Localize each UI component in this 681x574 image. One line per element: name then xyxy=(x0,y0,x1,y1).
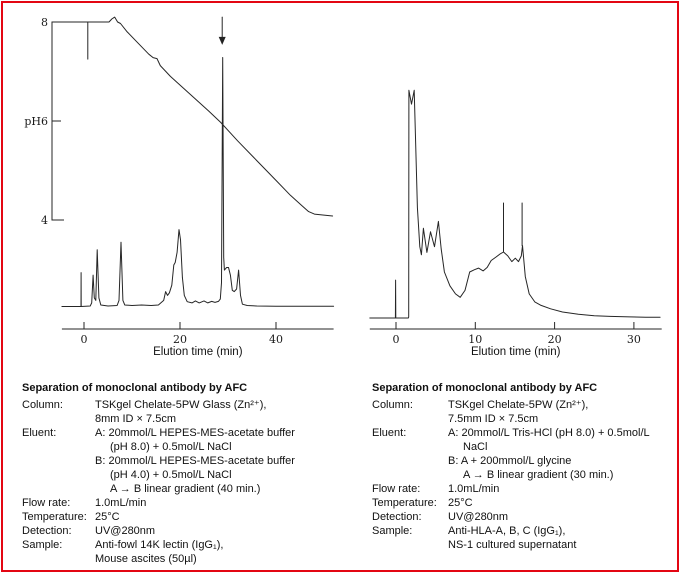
condition-label: Detection: xyxy=(22,525,72,537)
condition-label: Temperature: xyxy=(22,511,87,523)
ph-gradient-trace xyxy=(61,16,334,217)
condition-label: Temperature: xyxy=(372,497,437,509)
condition-value-line: UV@280nm xyxy=(95,525,156,537)
peak-arrow-head xyxy=(218,36,226,45)
condition-value-line: (pH 8.0) + 0.5mol/L NaCl xyxy=(110,441,232,453)
condition-value: TSKgel Chelate-5PW (Zn²⁺), 7.5mm ID × 7.5… xyxy=(448,398,678,426)
condition-label: Detection: xyxy=(372,511,422,523)
condition-label: Flow rate: xyxy=(22,497,71,509)
condition-value: A: 20mmol/L HEPES-MES-acetate buffer (pH … xyxy=(95,426,367,496)
x-tick-label: 40 xyxy=(269,333,283,346)
condition-value-line: 7.5mm ID × 7.5cm xyxy=(448,413,539,425)
condition-row: Column: TSKgel Chelate-5PW Glass (Zn²⁺), 8… xyxy=(22,398,367,426)
condition-value: UV@280nm xyxy=(95,524,367,538)
left-chromatogram-chart: 0 20 40 Elution time (min) 8 pH6 4 xyxy=(24,16,335,358)
x-tick-label: 20 xyxy=(548,333,562,346)
figure-caption-right: Separation of monoclonal antibody by AFC xyxy=(372,382,598,394)
condition-value: TSKgel Chelate-5PW Glass (Zn²⁺), 8mm ID ×… xyxy=(95,398,367,426)
x-tick-label: 0 xyxy=(393,333,400,346)
condition-value-line: TSKgel Chelate-5PW Glass (Zn²⁺), xyxy=(95,399,267,411)
condition-value-line: Anti-HLA-A, B, C (IgG₁), xyxy=(448,525,566,537)
condition-value-line: NS-1 cultured supernatant xyxy=(448,539,577,551)
ph-tick-label: pH6 xyxy=(24,115,48,128)
ph-tick-label: 4 xyxy=(41,214,48,227)
condition-value-line: Mouse ascites (50µl) xyxy=(95,553,197,565)
conditions-panel-right: Separation of monoclonal antibody by AFC… xyxy=(372,381,678,552)
condition-label: Column: xyxy=(372,399,413,411)
condition-label: Column: xyxy=(22,399,63,411)
condition-value-line: 8mm ID × 7.5cm xyxy=(95,413,176,425)
conditions-panel-left: Separation of monoclonal antibody by AFC… xyxy=(22,381,367,566)
condition-row: Flow rate: 1.0mL/min xyxy=(22,496,367,510)
condition-value-line: (pH 4.0) + 0.5mol/L NaCl xyxy=(110,469,232,481)
uv-absorbance-trace xyxy=(369,89,661,319)
conditions-list-right: Column: TSKgel Chelate-5PW (Zn²⁺), 7.5mm I… xyxy=(372,398,678,552)
condition-value-line: B: A + 200mmol/L glycine xyxy=(448,455,572,467)
x-tick-label: 0 xyxy=(81,333,88,346)
x-axis-title: Elution time (min) xyxy=(153,346,243,358)
condition-row: Eluent: A: 20mmol/L Tris-HCl (pH 8.0) + 0… xyxy=(372,426,678,482)
uv-absorbance-trace xyxy=(61,57,335,307)
condition-label: Sample: xyxy=(22,539,63,551)
condition-value: 1.0mL/min xyxy=(448,482,678,496)
condition-value: 25°C xyxy=(448,496,678,510)
condition-value-line: A → B linear gradient (30 min.) xyxy=(463,469,614,481)
condition-value: 25°C xyxy=(95,510,367,524)
condition-value-line: A: 20mmol/L Tris-HCl (pH 8.0) + 0.5mol/L xyxy=(448,427,650,439)
condition-row: Column: TSKgel Chelate-5PW (Zn²⁺), 7.5mm I… xyxy=(372,398,678,426)
condition-value-line: UV@280nm xyxy=(448,511,509,523)
ph-axis xyxy=(51,21,64,221)
ph-tick-label: 8 xyxy=(41,16,48,29)
condition-value: UV@280nm xyxy=(448,510,678,524)
condition-row: Flow rate: 1.0mL/min xyxy=(372,482,678,496)
right-chromatogram-chart: 0 10 20 30 Elution time (min) xyxy=(369,89,662,358)
condition-value: Anti-fowl 14K lectin (IgG₁), Mouse ascite… xyxy=(95,538,367,566)
condition-label: Sample: xyxy=(372,525,413,537)
condition-value-line: A → B linear gradient (40 min.) xyxy=(110,483,261,495)
condition-label: Flow rate: xyxy=(372,483,421,495)
condition-value-line: 1.0mL/min xyxy=(95,497,147,509)
condition-row: Temperature: 25°C xyxy=(22,510,367,524)
condition-row: Temperature: 25°C xyxy=(372,496,678,510)
x-tick-label: 20 xyxy=(173,333,187,346)
condition-row: Detection: UV@280nm xyxy=(22,524,367,538)
condition-label: Eluent: xyxy=(372,427,407,439)
condition-value-line: NaCl xyxy=(463,441,488,453)
figure-caption-left: Separation of monoclonal antibody by AFC xyxy=(22,382,248,394)
condition-value-line: 1.0mL/min xyxy=(448,483,500,495)
x-tick-label: 10 xyxy=(468,333,482,346)
condition-value-line: B: 20mmol/L HEPES-MES-acetate buffer xyxy=(95,455,295,467)
condition-row: Sample: Anti-fowl 14K lectin (IgG₁), Mouse… xyxy=(22,538,367,566)
condition-row: Eluent: A: 20mmol/L HEPES-MES-acetate buf… xyxy=(22,426,367,496)
condition-value-line: A: 20mmol/L HEPES-MES-acetate buffer xyxy=(95,427,295,439)
x-axis-title: Elution time (min) xyxy=(471,346,561,358)
condition-value-line: TSKgel Chelate-5PW (Zn²⁺), xyxy=(448,399,589,411)
condition-value-line: 25°C xyxy=(95,511,120,523)
condition-value-line: 25°C xyxy=(448,497,473,509)
condition-label: Eluent: xyxy=(22,427,57,439)
condition-row: Sample: Anti-HLA-A, B, C (IgG₁), NS-1 cult… xyxy=(372,524,678,552)
x-tick-label: 30 xyxy=(627,333,641,346)
condition-value-line: Anti-fowl 14K lectin (IgG₁), xyxy=(95,539,224,551)
condition-value: A: 20mmol/L Tris-HCl (pH 8.0) + 0.5mol/L… xyxy=(448,426,678,482)
conditions-list-left: Column: TSKgel Chelate-5PW Glass (Zn²⁺), 8… xyxy=(22,398,367,566)
condition-value: Anti-HLA-A, B, C (IgG₁), NS-1 cultured su… xyxy=(448,524,678,552)
condition-row: Detection: UV@280nm xyxy=(372,510,678,524)
condition-value: 1.0mL/min xyxy=(95,496,367,510)
